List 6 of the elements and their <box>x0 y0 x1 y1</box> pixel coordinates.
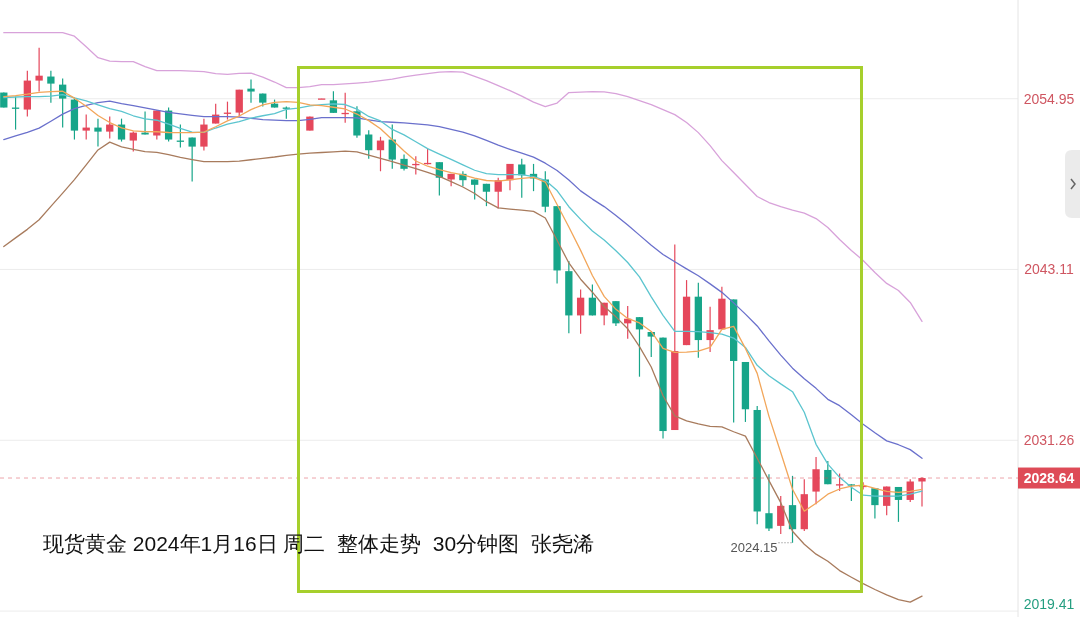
y-tick-label: 2054.95 <box>1023 90 1075 107</box>
y-tick-label: 2043.11 <box>1024 261 1074 278</box>
y-tick-label: 2019.41 <box>1023 596 1075 612</box>
ref-line-label: 2028.64 <box>1023 470 1075 487</box>
y-tick-label: 2031.26 <box>1023 432 1075 449</box>
annotation: 2024.15 <box>730 539 778 555</box>
